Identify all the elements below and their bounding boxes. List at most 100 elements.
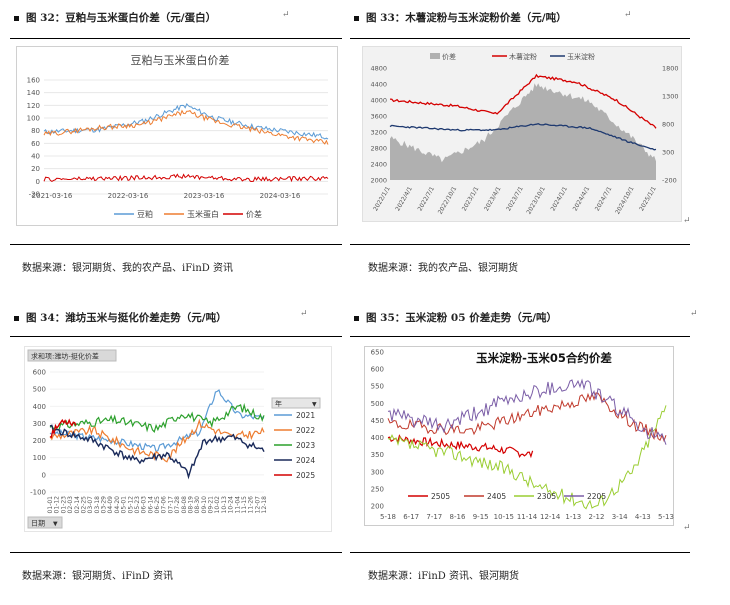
- y-tick-label: 4800: [370, 65, 387, 73]
- x-tick-label: 01-23: [60, 496, 67, 514]
- x-tick-label: 02-25: [80, 496, 87, 514]
- x-tick-label: 11-04: [234, 496, 241, 514]
- x-tick-labels: 5-18 6-17 7-17 8-16 9-15 10-15 11-14 12-14 1-13 2…: [380, 513, 674, 521]
- y-tick-label: 80: [31, 127, 40, 135]
- legend-label: 价差: [442, 52, 456, 61]
- x-tick-label: 4-13: [635, 513, 651, 521]
- legend-label: 玉米淀粉: [567, 52, 595, 61]
- x-tick-label: 12-14: [540, 513, 561, 521]
- x-tick-label: 08-19: [187, 496, 194, 514]
- x-tick-label: 03-07: [87, 496, 94, 514]
- x-tick-label: 03-18: [94, 496, 101, 514]
- return-mark: ↵: [690, 309, 698, 319]
- y-tick-label: 500: [33, 386, 46, 394]
- y-tick-label: 2400: [370, 161, 387, 169]
- y-tick-label: 2800: [370, 145, 387, 153]
- y-tick-label: -100: [30, 489, 46, 497]
- y-tick-labels: 600 500 400 300 200 100 0 -100: [30, 369, 46, 497]
- x-tick-label: 10-02: [214, 496, 221, 514]
- x-tick-label: 8-16: [450, 513, 466, 521]
- legend: 价差 木薯淀粉 玉米淀粉: [430, 52, 595, 61]
- y-tick-label: 1300: [662, 93, 679, 101]
- divider: [10, 244, 342, 245]
- y-tick-label: 100: [27, 115, 40, 123]
- y-tick-labels: 160 140 120 100 80 60 40 20 0 -20: [27, 77, 40, 199]
- y-tick-label: 600: [33, 369, 46, 377]
- y-tick-label: 60: [31, 140, 40, 148]
- y-tick-label: 120: [27, 102, 40, 110]
- legend-label: 2025: [296, 471, 315, 480]
- legend-label: 2022: [296, 426, 315, 435]
- x-tick-label: 12-18: [261, 496, 268, 514]
- x-tick-label: 01-12: [54, 496, 61, 514]
- x-tick-label: 06-25: [154, 496, 161, 514]
- legend-label: 玉米蛋白: [187, 209, 219, 219]
- x-tick-label: 07-06: [161, 496, 168, 514]
- legend-header: 年: [275, 399, 282, 408]
- x-tick-label: 10-13: [221, 496, 228, 514]
- x-tick-label: 05-12: [127, 496, 134, 514]
- legend: 年 ▼ 2021 2022 2023 2024 2025: [271, 397, 321, 480]
- y-tick-label: 0: [36, 178, 40, 186]
- y-tick-label: 550: [371, 383, 384, 391]
- x-tick-label: 02-03: [67, 496, 74, 514]
- y-tick-label: 350: [371, 451, 384, 459]
- legend-swatch: [430, 53, 440, 59]
- x-tick-label: 9-15: [473, 513, 489, 521]
- legend: 豆粕 玉米蛋白 价差: [114, 209, 262, 219]
- x-tick-label: 10-15: [494, 513, 514, 521]
- y-tick-label: 2000: [370, 177, 387, 185]
- series-2305: [387, 405, 667, 510]
- legend-label: 2505: [431, 492, 450, 501]
- legend-label: 2405: [487, 492, 506, 501]
- x-tick-label: 5-18: [380, 513, 396, 521]
- fig35-source: 数据来源：iFinD 资讯、银河期货: [368, 571, 519, 582]
- x-tick-label: 07-28: [174, 496, 181, 514]
- y-tick-label: 400: [371, 434, 384, 442]
- legend-label: 豆粕: [137, 209, 153, 219]
- date-filter-button[interactable]: [27, 516, 63, 529]
- divider: [350, 38, 690, 39]
- fig33-title: 图 33：木薯淀粉与玉米淀粉价差（元/吨）: [354, 10, 567, 25]
- field-badge-label: 求和项:潍坊-挺化价差: [31, 352, 99, 361]
- y-tick-label: 4000: [370, 97, 387, 105]
- x-tick-label: 06-03: [141, 496, 148, 514]
- x-tick-label: 12-07: [254, 496, 261, 514]
- y-tick-label: 200: [371, 503, 384, 511]
- y-tick-label: 300: [662, 149, 674, 157]
- chart-frame: [24, 346, 332, 532]
- y-tick-label: 400: [33, 403, 46, 411]
- fig35-title: 图 35：玉米淀粉 05 价差走势（元/吨）: [354, 310, 557, 325]
- fig32-chart: 豆粕与玉米蛋白价差 160 140 120 100 80 60 40 20 0 -20 2021-…: [16, 46, 338, 226]
- y-left-tick-labels: 4800 4400 4000 3600 3200 2800 2400 2000: [370, 65, 387, 185]
- fig33-chart: 价差 木薯淀粉 玉米淀粉 4800 4400 4000 3600 3200 2800 240…: [362, 46, 682, 222]
- legend-filter-button[interactable]: [271, 397, 321, 409]
- x-tick-label: 2021-03-16: [32, 192, 73, 200]
- chart-frame: [16, 46, 338, 226]
- dropdown-arrow-icon: ▼: [312, 401, 317, 408]
- y-tick-label: 3200: [370, 129, 387, 137]
- x-tick-label: 02-14: [74, 496, 81, 514]
- series-2022: [49, 418, 265, 463]
- y-tick-label: 0: [42, 471, 46, 479]
- dropdown-arrow-icon: ▼: [53, 521, 58, 528]
- x-tick-labels: 2021-03-16 2022-03-16 2023-03-16 2024-03-16: [32, 192, 301, 200]
- x-tick-label: 2024-03-16: [260, 192, 301, 200]
- divider: [350, 244, 690, 245]
- series-corn-protein: [43, 109, 329, 145]
- x-tick-label: 11-26: [248, 496, 255, 514]
- return-mark: ↵: [282, 10, 290, 20]
- fig34-source: 数据来源：银河期货、iFinD 资讯: [22, 571, 173, 582]
- x-tick-label: 04-09: [107, 496, 114, 514]
- y-tick-label: 600: [371, 366, 384, 374]
- x-tick-label: 7-17: [426, 513, 442, 521]
- x-tick-label: 01-01: [47, 496, 54, 514]
- y-tick-label: 100: [33, 454, 46, 462]
- y-tick-label: 250: [371, 485, 384, 493]
- y-right-tick-labels: 1800 1300 800 300 -200: [662, 65, 679, 185]
- y-tick-label: 300: [33, 420, 46, 428]
- x-tick-label: 08-08: [181, 496, 188, 514]
- x-tick-labels: 01-01 01-12 01-23 02-03 02-14 02-25 03-07 03-18…: [47, 496, 268, 514]
- divider: [10, 336, 342, 337]
- y-tick-label: 20: [31, 165, 40, 173]
